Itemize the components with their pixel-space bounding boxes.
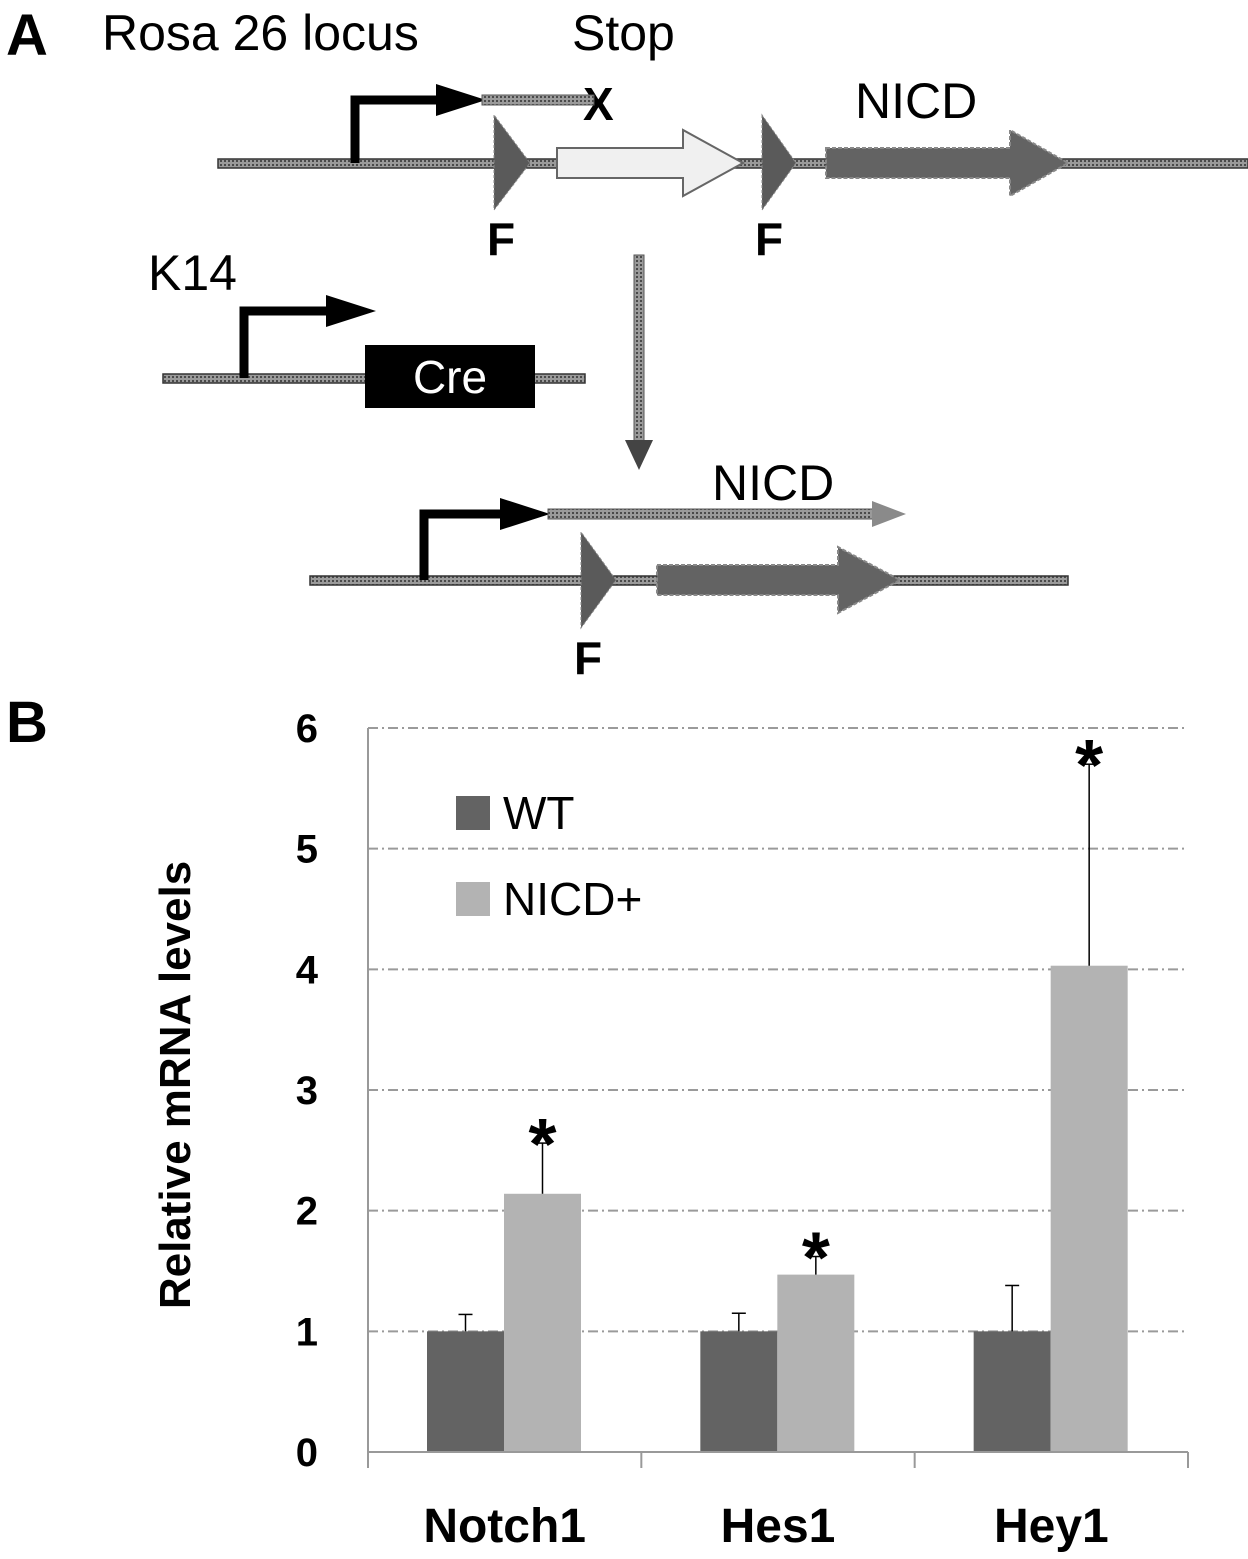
significance-star: * bbox=[528, 1105, 556, 1185]
category-label: Hes1 bbox=[721, 1500, 836, 1553]
recombination-arrowhead bbox=[625, 440, 653, 470]
stop-cassette-arrow bbox=[556, 128, 746, 198]
nicd-bottom-label: NICD bbox=[712, 455, 834, 511]
axes bbox=[367, 728, 1189, 1468]
nicd-transcript bbox=[547, 508, 879, 520]
panel-a-letter: A bbox=[6, 3, 48, 68]
bar-wt bbox=[973, 1331, 1051, 1452]
bar-nicd bbox=[1050, 965, 1128, 1452]
y-tick-label: 3 bbox=[296, 1069, 318, 1113]
rosa26-locus-label: Rosa 26 locus bbox=[102, 5, 419, 61]
frt-site-1 bbox=[493, 113, 531, 212]
panel-a: A Rosa 26 locus Stop X NICD F F K14 Cre bbox=[6, 3, 1248, 684]
nicd-transcript-arrowhead bbox=[872, 501, 906, 527]
y-tick-label: 4 bbox=[296, 948, 319, 992]
y-tick-label: 2 bbox=[296, 1190, 318, 1234]
category-labels: Notch1 Hes1 Hey1 bbox=[423, 1500, 1108, 1553]
legend-swatch-nicd bbox=[456, 882, 490, 916]
frt-label-remaining: F bbox=[574, 632, 602, 684]
rosa26-promoter-arrow bbox=[350, 95, 440, 163]
y-tick-label: 5 bbox=[296, 828, 318, 872]
frt-label-1: F bbox=[487, 213, 515, 265]
nicd-top-label: NICD bbox=[855, 73, 977, 129]
bar-nicd bbox=[777, 1274, 855, 1452]
significance-star: * bbox=[802, 1219, 830, 1299]
y-tick-labels: 0 1 2 3 4 5 6 bbox=[296, 707, 319, 1475]
significance-markers: * * * bbox=[528, 726, 1103, 1298]
recombined-promoter-arrow bbox=[419, 509, 505, 580]
significance-star: * bbox=[1075, 726, 1103, 806]
recombination-arrow-shaft bbox=[633, 254, 645, 451]
frt-site-remaining bbox=[580, 530, 617, 630]
k14-label: K14 bbox=[148, 245, 237, 301]
panel-b: B 0 1 2 3 4 5 6 * * * Notch1 Hes1 Hey1 Relative mR… bbox=[6, 690, 1189, 1553]
k14-promoter-arrowhead bbox=[326, 295, 376, 327]
category-label: Notch1 bbox=[423, 1500, 586, 1553]
legend-swatch-wt bbox=[456, 796, 490, 830]
category-label: Hey1 bbox=[994, 1500, 1109, 1553]
panel-b-letter: B bbox=[6, 690, 48, 755]
y-tick-label: 0 bbox=[296, 1431, 318, 1475]
bar-wt bbox=[427, 1331, 504, 1452]
bar-nicd bbox=[504, 1193, 581, 1452]
y-tick-label: 1 bbox=[296, 1310, 318, 1354]
y-tick-label: 6 bbox=[296, 707, 318, 751]
frt-label-2: F bbox=[755, 213, 783, 265]
legend-label-wt: WT bbox=[503, 787, 575, 839]
rosa26-promoter-arrowhead bbox=[436, 84, 486, 116]
nicd-bottom-arrow bbox=[656, 545, 903, 615]
stop-label: Stop bbox=[572, 5, 675, 61]
truncated-transcript bbox=[481, 94, 595, 106]
cre-gene-box bbox=[365, 345, 535, 408]
frt-site-2 bbox=[761, 113, 797, 212]
k14-promoter-arrow bbox=[239, 306, 330, 378]
legend-label-nicd: NICD+ bbox=[503, 873, 642, 925]
bar-wt bbox=[700, 1331, 778, 1452]
nicd-top-arrow bbox=[825, 128, 1071, 198]
y-axis-label: Relative mRNA levels bbox=[151, 861, 200, 1309]
bar-marks bbox=[427, 965, 1128, 1452]
error-bars bbox=[458, 763, 1097, 1332]
recombined-promoter-arrowhead bbox=[500, 498, 550, 530]
cre-label: Cre bbox=[413, 351, 487, 403]
